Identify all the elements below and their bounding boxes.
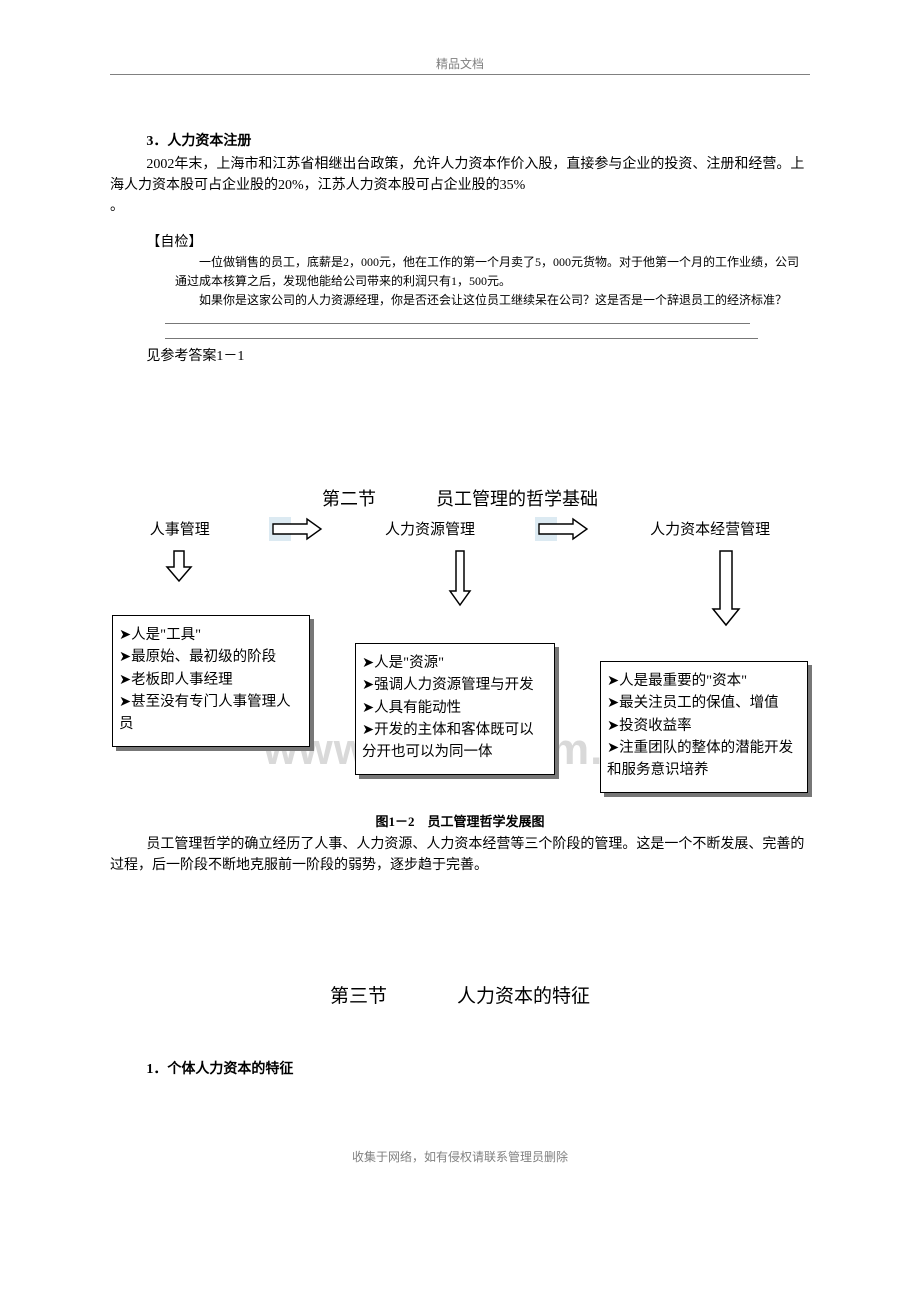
self-check-label: 【自检】 [110, 231, 810, 251]
box2-line2: ➤强调人力资源管理与开发 [362, 674, 546, 696]
diagram-box-2: ➤人是"资源" ➤强调人力资源管理与开发 ➤人具有能动性 ➤开发的主体和客体既可… [355, 643, 555, 775]
arrow-right-1 [269, 517, 325, 541]
box1-line2: ➤最原始、最初级的阶段 [119, 646, 301, 668]
diagram-box-1: ➤人是"工具" ➤最原始、最初级的阶段 ➤老板即人事经理 ➤甚至没有专门人事管理… [112, 615, 310, 747]
box1-line3: ➤老板即人事经理 [119, 669, 301, 691]
subsection-3-para: 2002年末，上海市和江苏省相继出台政策，允许人力资本作价入股，直接参与企业的投… [110, 154, 810, 196]
arrow-down-2 [448, 549, 472, 607]
subsection-3-para-tail: 。 [110, 196, 810, 217]
diagram-column-labels: 人事管理 人力资源管理 人力资本经营管理 [110, 517, 810, 541]
figure-caption: 图1－2 员工管理哲学发展图 [110, 811, 810, 830]
diagram-box-3: ➤人是最重要的"资本" ➤最关注员工的保值、增值 ➤投资收益率 ➤注重团队的整体… [600, 661, 808, 793]
arrow-down-3 [711, 549, 741, 627]
blank-line-1 [165, 323, 750, 324]
box1-line4: ➤甚至没有专门人事管理人员 [119, 691, 301, 736]
box3-line4: ➤注重团队的整体的潜能开发和服务意识培养 [607, 737, 799, 782]
subsection-3-title: 3．人力资本注册 [110, 130, 810, 150]
arrow-down-1 [165, 549, 193, 583]
box3-line3: ➤投资收益率 [607, 715, 799, 737]
section-2-number: 第二节 [322, 485, 376, 511]
box3-line2: ➤最关注员工的保值、增值 [607, 692, 799, 714]
col-1-label: 人事管理 [150, 518, 210, 539]
section-2-title: 员工管理的哲学基础 [436, 485, 598, 511]
page-footer: 收集于网络，如有侵权请联系管理员删除 [110, 1148, 810, 1165]
diagram-boxes: ➤人是"工具" ➤最原始、最初级的阶段 ➤老板即人事经理 ➤甚至没有专门人事管理… [110, 633, 810, 793]
page-container: 精品文档 3．人力资本注册 2002年末，上海市和江苏省相继出台政策，允许人力资… [0, 0, 920, 1205]
section-2-header: 第二节 员工管理的哲学基础 [110, 485, 810, 511]
box1-line1: ➤人是"工具" [119, 624, 301, 646]
section-3-title: 人力资本的特征 [457, 981, 590, 1008]
self-check-para-2: 如果你是这家公司的人力资源经理，你是否还会让这位员工继续呆在公司？这是否是一个辞… [175, 291, 800, 310]
box2-line4: ➤开发的主体和客体既可以分开也可以为同一体 [362, 719, 546, 764]
col-2-label: 人力资源管理 [385, 518, 475, 539]
blank-line-2 [165, 338, 758, 339]
box2-line1: ➤人是"资源" [362, 652, 546, 674]
page-header: 精品文档 [110, 55, 810, 75]
col-3-label: 人力资本经营管理 [650, 518, 770, 539]
box3-line1: ➤人是最重要的"资本" [607, 670, 799, 692]
figure-paragraph-1: 员工管理哲学的确立经历了人事、人力资源、人力资本经营等三个阶段的管理。这是一个不… [110, 834, 810, 876]
box2-line3: ➤人具有能动性 [362, 697, 546, 719]
section-3-number: 第三节 [330, 981, 387, 1008]
figure-1-2-diagram: 人事管理 人力资源管理 人力资本经营管理 [110, 517, 810, 876]
arrow-right-2 [535, 517, 591, 541]
self-check-para-1: 一位做销售的员工，底薪是2，000元，他在工作的第一个月卖了5，000元货物。对… [175, 253, 800, 291]
section-3-header: 第三节 人力资本的特征 [110, 981, 810, 1008]
section-3-sub-1: 1．个体人力资本的特征 [110, 1058, 810, 1078]
answer-reference: 见参考答案1－1 [110, 345, 810, 365]
